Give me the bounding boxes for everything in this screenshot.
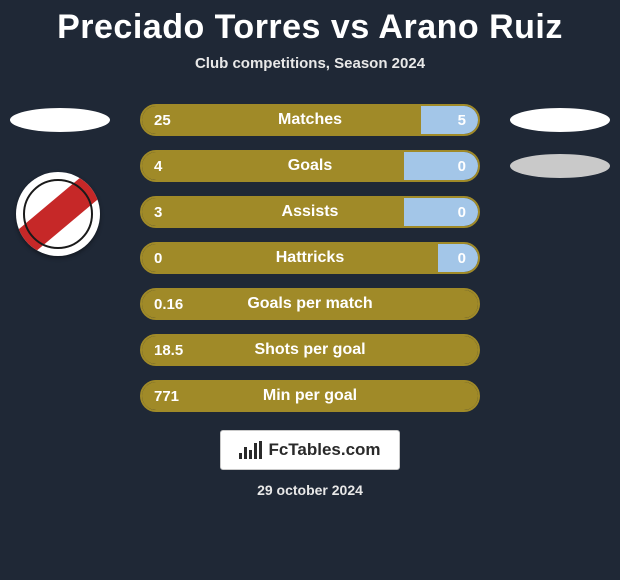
brand-text: FcTables.com xyxy=(268,440,380,460)
stat-value-player2: 0 xyxy=(438,244,478,272)
stat-bar: 18.5Shots per goal xyxy=(140,334,480,366)
chart-icon xyxy=(239,441,262,459)
stat-bar: 0.16Goals per match xyxy=(140,288,480,320)
stat-value-player2: 0 xyxy=(404,152,478,180)
stat-bars: 255Matches 40Goals 30Assists 00Hattricks 0.1… xyxy=(140,104,480,412)
stat-value-player1: 4 xyxy=(142,152,404,180)
stat-value-player1: 0.16 xyxy=(142,290,478,318)
brand-logo: FcTables.com xyxy=(220,430,400,470)
stat-value-player2: 5 xyxy=(421,106,478,134)
stat-bar: 30Assists xyxy=(140,196,480,228)
comparison-subtitle: Club competitions, Season 2024 xyxy=(0,55,620,72)
stat-value-player1: 3 xyxy=(142,198,404,226)
stat-value-player2: 0 xyxy=(404,198,478,226)
footer-date: 29 october 2024 xyxy=(0,482,620,498)
comparison-content: 255Matches 40Goals 30Assists 00Hattricks 0.1… xyxy=(0,104,620,498)
player1-country-badge xyxy=(10,108,110,158)
stat-value-player1: 18.5 xyxy=(142,336,478,364)
stat-bar: 771Min per goal xyxy=(140,380,480,412)
stat-bar: 00Hattricks xyxy=(140,242,480,274)
stat-value-player1: 0 xyxy=(142,244,438,272)
stat-bar: 255Matches xyxy=(140,104,480,136)
stat-value-player1: 771 xyxy=(142,382,478,410)
stat-bar: 40Goals xyxy=(140,150,480,182)
stat-value-player1: 25 xyxy=(142,106,421,134)
player2-country-badge xyxy=(510,108,610,158)
player1-club-badge xyxy=(16,172,116,222)
comparison-title: Preciado Torres vs Arano Ruiz xyxy=(0,0,620,47)
player2-club-badge xyxy=(510,154,610,204)
